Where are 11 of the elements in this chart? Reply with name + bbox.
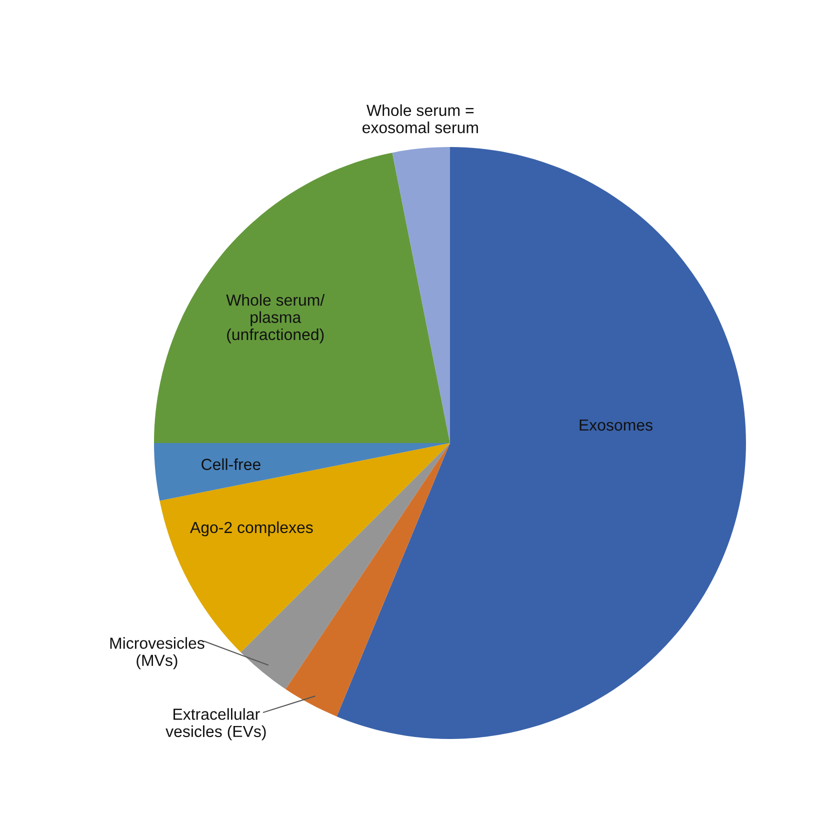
slice-label: Extracellular vesicles (EVs) xyxy=(166,708,266,740)
pie-slice xyxy=(154,443,450,501)
pie-slice xyxy=(336,147,746,739)
slice-label: Ago-2 complexes xyxy=(190,521,313,536)
slice-label: Microvesicles (MVs) xyxy=(110,637,204,670)
slice-label: Whole serum/ plasma (unfractioned) xyxy=(226,294,325,344)
pie-slice xyxy=(392,147,450,443)
slice-label: Exosomes xyxy=(580,420,652,431)
slice-label: Cell-free xyxy=(202,458,260,470)
pie-slice xyxy=(154,152,450,443)
slice-label: Whole serum = exosomal serum xyxy=(362,104,478,134)
